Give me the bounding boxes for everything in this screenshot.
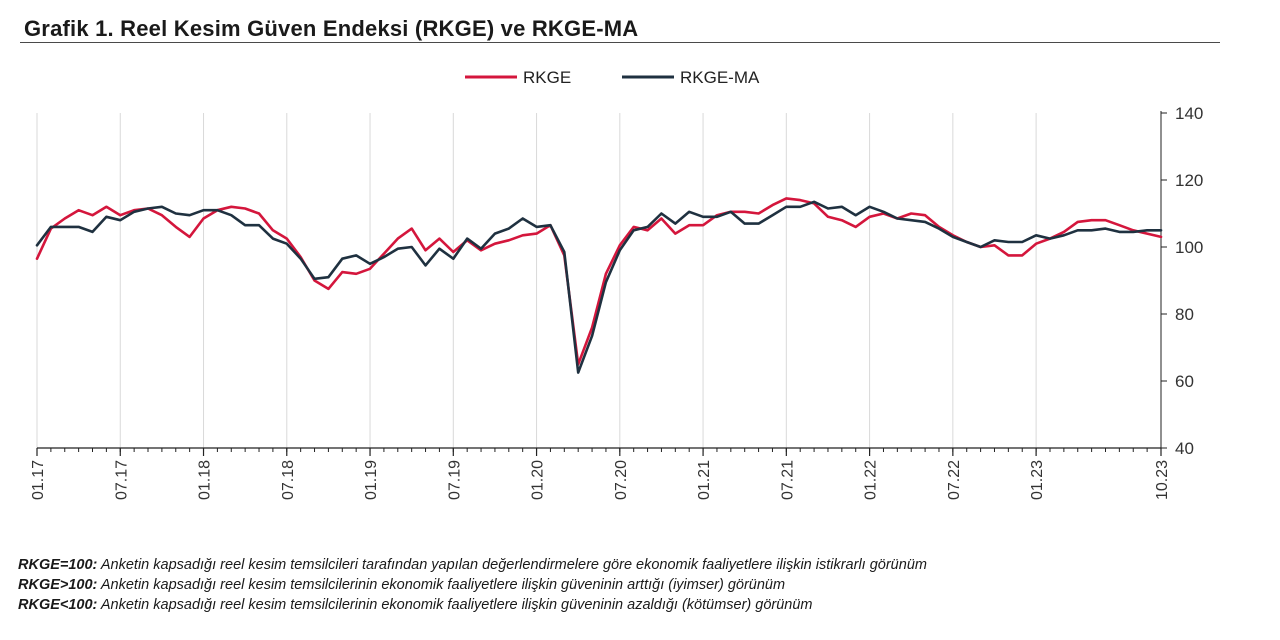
chart-title: Grafik 1. Reel Kesim Güven Endeksi (RKGE… [24,16,639,41]
footnotes: RKGE=100: Anketin kapsadığı reel kesim t… [18,555,927,615]
legend-label-rkge: RKGE [523,68,571,87]
series-line-rkge-ma [35,200,1163,374]
y-tick-label-120: 120 [1175,171,1203,190]
legend: RKGE RKGE-MA [465,68,760,87]
title-divider [20,42,1220,43]
x-tick-label-10.23: 10.23 [1154,460,1171,500]
x-tick-label-01.18: 01.18 [197,460,214,500]
note-equal-text: Anketin kapsadığı reel kesim temsilciler… [97,557,927,573]
note-equal-key: RKGE=100: [18,557,98,573]
note-greater: RKGE>100: Anketin kapsadığı reel kesim t… [18,575,927,595]
y-tick-label-60: 60 [1175,372,1194,391]
x-tick-label-01.20: 01.20 [530,460,547,500]
note-greater-key: RKGE>100: [18,577,98,593]
note-less: RKGE<100: Anketin kapsadığı reel kesim t… [18,595,927,615]
x-tick-label-01.19: 01.19 [363,460,380,500]
x-tick-label-01.22: 01.22 [863,460,880,500]
note-greater-text: Anketin kapsadığı reel kesim temsilciler… [97,577,786,593]
axes: 40 60 80 100 120 140 01.17 07.17 01.18 07.18 01.19… [30,104,1203,500]
note-less-key: RKGE<100: [18,597,98,613]
x-tick-label-07.20: 07.20 [613,460,630,500]
x-tick-label-01.21: 01.21 [696,460,713,500]
x-tick-label-01.17: 01.17 [30,460,47,500]
y-tick-label-100: 100 [1175,238,1203,257]
y-tick-label-80: 80 [1175,305,1194,324]
x-tick-label-07.21: 07.21 [779,460,796,500]
series-lines [35,197,1163,374]
x-tick-label-07.17: 07.17 [113,460,130,500]
y-tick-label-40: 40 [1175,439,1194,458]
x-tick-label-07.18: 07.18 [280,460,297,500]
gridlines [36,113,1037,448]
line-chart: 40 60 80 100 120 140 01.17 07.17 01.18 07.18 01.19… [30,68,1203,500]
legend-label-rkge-ma: RKGE-MA [680,68,760,87]
x-tick-label-01.23: 01.23 [1029,460,1046,500]
y-tick-label-140: 140 [1175,104,1203,123]
note-equal: RKGE=100: Anketin kapsadığı reel kesim t… [18,555,927,575]
note-less-text: Anketin kapsadığı reel kesim temsilciler… [97,597,813,613]
x-tick-label-07.22: 07.22 [946,460,963,500]
series-line-rkge [35,197,1163,366]
x-tick-label-07.19: 07.19 [446,460,463,500]
